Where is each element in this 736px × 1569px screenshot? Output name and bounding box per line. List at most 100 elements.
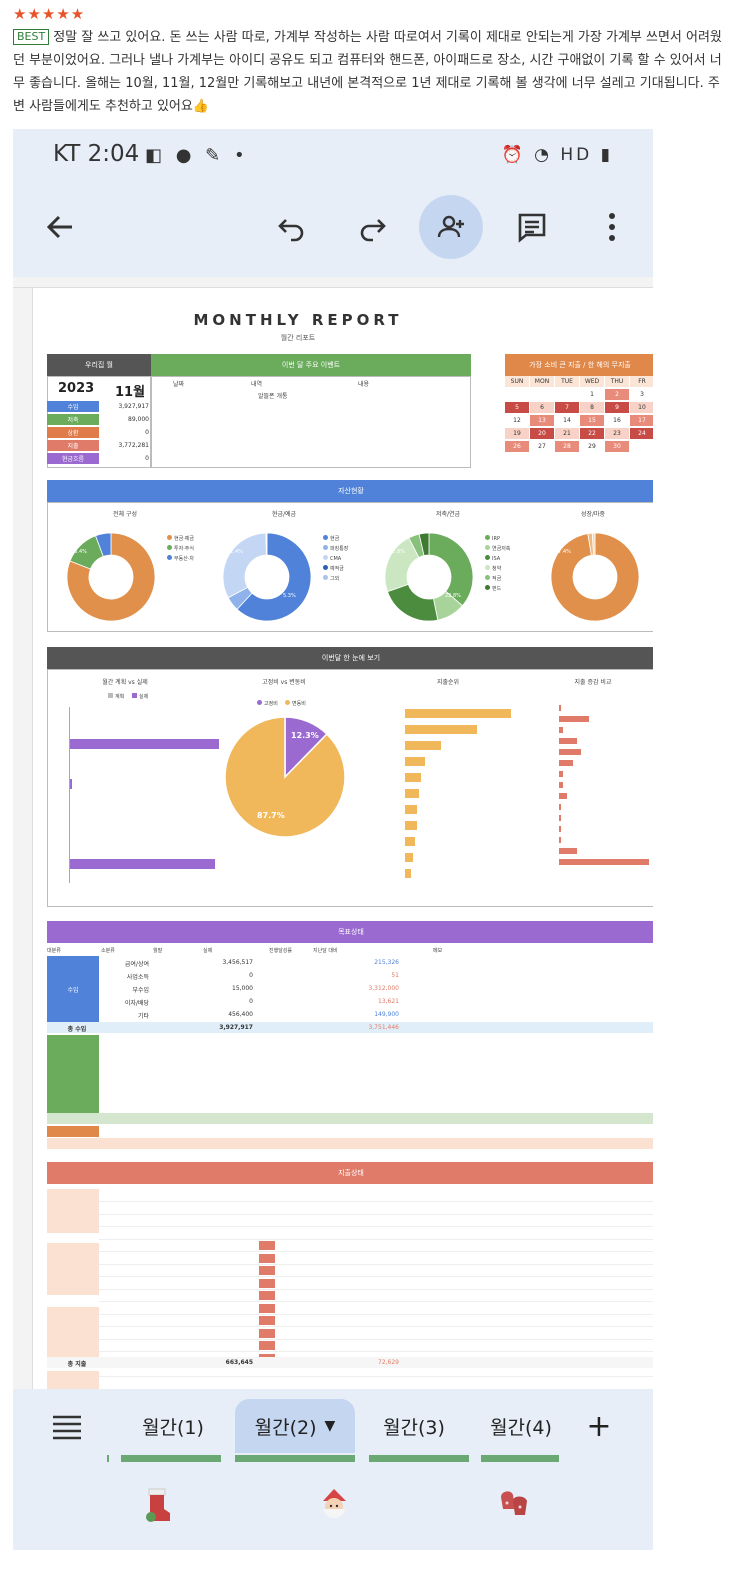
calendar-day[interactable]: 23: [605, 428, 629, 439]
expense-row-line: [99, 1351, 653, 1352]
calendar-day[interactable]: [555, 389, 579, 400]
legend-dot: [485, 575, 490, 580]
legend-text: 적금: [492, 576, 502, 582]
redo-icon[interactable]: [340, 195, 404, 259]
undo-icon[interactable]: [260, 195, 324, 259]
mittens-icon[interactable]: [497, 1487, 537, 1527]
ranking-bar: [405, 709, 511, 718]
expense-category-cell: [47, 1189, 99, 1233]
income-total-label: 총 수입: [67, 1026, 87, 1033]
donut-percent-label: 10.5%: [473, 615, 489, 621]
calendar-day[interactable]: 1: [580, 389, 604, 400]
column-header-bar: [13, 277, 653, 288]
calendar-day[interactable]: 2: [605, 389, 629, 400]
best-badge: BEST: [13, 29, 50, 45]
ranking-bar: [405, 805, 417, 814]
calendar-day[interactable]: 14: [555, 415, 579, 426]
legend-text: 펀드: [492, 586, 502, 592]
expense-total-label: 총 지출: [67, 1361, 87, 1368]
repay-total-row: [47, 1138, 653, 1149]
calendar-day[interactable]: 16: [605, 415, 629, 426]
ranking-bar: [405, 837, 415, 846]
spreadsheet-canvas[interactable]: MONTHLY REPORT 월간 리포트 우리집 월 2023 11월 이번 …: [13, 277, 653, 1389]
calendar-day[interactable]: 3: [630, 389, 653, 400]
report-subtitle: 월간 리포트: [280, 334, 316, 342]
calendar-day[interactable]: [505, 389, 529, 400]
income-vs-last: 149,900: [374, 1011, 399, 1018]
income-total-row: [47, 1022, 653, 1033]
calendar-day[interactable]: 20: [530, 428, 554, 439]
summary-value: 89,000: [128, 416, 149, 423]
change-bar: [559, 804, 561, 810]
more-vert-icon[interactable]: [580, 195, 644, 259]
santa-icon[interactable]: [315, 1487, 355, 1527]
calendar-day[interactable]: 28: [555, 441, 579, 452]
bar-legend-item: 계획: [108, 693, 124, 700]
calendar-day[interactable]: 12: [505, 415, 529, 426]
tab-monthly-2[interactable]: 월간(2) ▼: [235, 1399, 355, 1453]
expense-row-line: [99, 1301, 653, 1302]
calendar-day[interactable]: 24: [630, 428, 653, 439]
calendar-day[interactable]: [630, 441, 653, 452]
bar-legend-item: 실제: [132, 693, 148, 700]
income-col-header: 진행달성률: [269, 948, 293, 954]
calendar-day[interactable]: 7: [555, 402, 579, 413]
calendar-day[interactable]: 5: [505, 402, 529, 413]
tab-color-strip-4: [481, 1455, 559, 1462]
expense-badge: [259, 1291, 275, 1300]
legend-dot: [485, 585, 490, 590]
calendar-day[interactable]: 8: [580, 402, 604, 413]
change-bar: [559, 837, 561, 843]
donut-slice: [95, 532, 112, 557]
income-actual: 3,456,517: [222, 959, 253, 966]
expense-row-line: [99, 1276, 653, 1277]
legend-dot: [167, 535, 172, 540]
events-col-item: 내역: [251, 381, 263, 388]
expense-row-line: [99, 1313, 653, 1315]
pie-slice: [224, 716, 346, 838]
calendar-day[interactable]: 9: [605, 402, 629, 413]
tab-monthly-4[interactable]: 월간(4): [475, 1399, 567, 1453]
legend-text: CMA: [330, 556, 342, 562]
calendar-day[interactable]: 17: [630, 415, 653, 426]
calendar-day[interactable]: 13: [530, 415, 554, 426]
calendar-day[interactable]: 19: [505, 428, 529, 439]
summary-label: 지출: [47, 440, 99, 451]
calendar-day[interactable]: 6: [530, 402, 554, 413]
tab-list-icon[interactable]: [35, 1395, 99, 1459]
tab-dropdown-icon[interactable]: ▼: [324, 1418, 336, 1434]
calendar-day[interactable]: 15: [580, 415, 604, 426]
calendar-day[interactable]: 22: [580, 428, 604, 439]
comment-icon[interactable]: [500, 195, 564, 259]
calendar-day[interactable]: 21: [555, 428, 579, 439]
income-total-vs: 3,751,446: [368, 1024, 399, 1031]
calendar-day[interactable]: 27: [530, 441, 554, 452]
calendar-day[interactable]: 10: [630, 402, 653, 413]
donut-legend-item: ISA: [485, 555, 500, 562]
expense-row-line: [99, 1238, 653, 1240]
tab-monthly-1[interactable]: 월간(1): [115, 1399, 231, 1453]
analysis-box: [47, 669, 653, 907]
calendar-day[interactable]: 26: [505, 441, 529, 452]
christmas-boot-icon[interactable]: [141, 1487, 181, 1527]
calendar-day-header: THU: [605, 376, 629, 387]
tab-monthly-3[interactable]: 월간(3): [359, 1399, 469, 1453]
donut-title: 현금/예금: [271, 511, 297, 518]
donut-legend-item: 부동산·차: [167, 555, 194, 562]
donut-chart: [66, 532, 156, 622]
tab-label: 월간(2): [254, 1416, 317, 1439]
calendar-day[interactable]: 30: [605, 441, 629, 452]
calendar-day[interactable]: 29: [580, 441, 604, 452]
legend-text: 현금: [330, 536, 340, 542]
calendar-day[interactable]: [530, 389, 554, 400]
back-arrow-icon[interactable]: [28, 195, 92, 259]
legend-dot: [323, 555, 328, 560]
analysis-panel-title: 지출 증감 비교: [574, 679, 612, 686]
add-sheet-button[interactable]: +: [586, 1408, 612, 1444]
legend-dot: [167, 555, 172, 560]
add-person-icon[interactable]: [419, 195, 483, 259]
donut-legend-item: 현금: [323, 535, 339, 542]
income-vs-last: 3,312,000: [368, 985, 399, 992]
summary-label: 현금흐름: [47, 453, 99, 464]
events-header: 이번 달 주요 이벤트: [151, 354, 471, 376]
